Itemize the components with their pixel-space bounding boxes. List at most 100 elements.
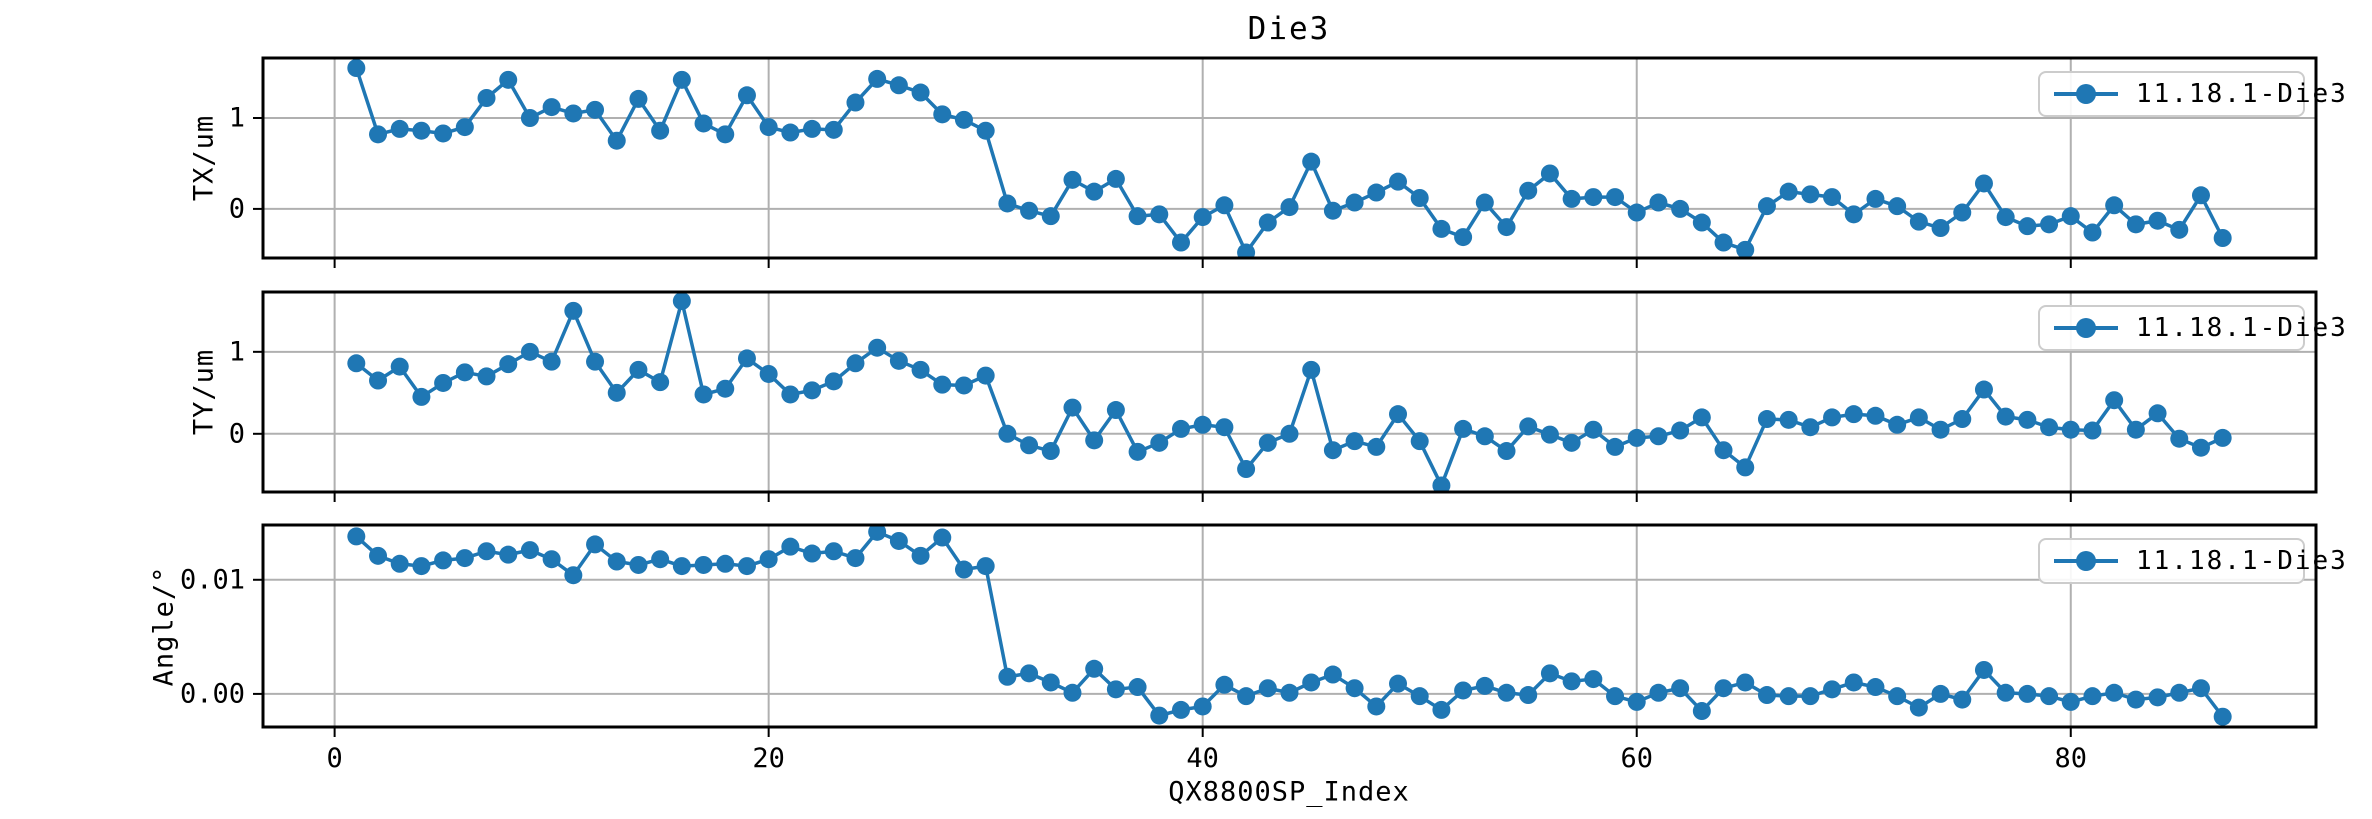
data-point — [2061, 207, 2080, 226]
data-point — [998, 667, 1017, 686]
data-point — [1627, 692, 1646, 711]
data-point — [1736, 673, 1755, 692]
data-point — [1844, 405, 1863, 424]
data-point — [1801, 687, 1820, 706]
data-point — [759, 118, 778, 137]
data-point — [1475, 193, 1494, 212]
data-point — [672, 557, 691, 576]
data-point — [369, 371, 388, 390]
data-point — [1063, 683, 1082, 702]
data-point — [1714, 441, 1733, 460]
data-point — [1866, 406, 1885, 425]
data-point — [1584, 420, 1603, 439]
data-point — [390, 119, 409, 138]
data-point — [2148, 404, 2167, 423]
data-point — [1540, 664, 1559, 683]
data-point — [1779, 182, 1798, 201]
data-point — [607, 552, 626, 571]
data-point — [1497, 442, 1516, 461]
data-point — [1410, 189, 1429, 207]
data-point — [1150, 205, 1169, 224]
legend-tx: 11.18.1-Die3 — [2038, 71, 2346, 117]
grid-ty — [263, 292, 2316, 492]
subplot-angle: 0.00 0.01 0 20 40 60 80 — [180, 523, 2318, 774]
axes-spines — [261, 523, 2318, 729]
data-point — [2061, 692, 2080, 711]
data-point — [607, 383, 626, 402]
data-point — [2126, 690, 2145, 709]
data-point — [1801, 185, 1820, 204]
data-point — [1302, 152, 1321, 171]
data-point — [1519, 181, 1538, 200]
data-point — [1627, 203, 1646, 222]
data-point — [911, 546, 930, 565]
data-point — [1692, 702, 1711, 721]
data-point — [1367, 697, 1386, 716]
legend-label: 11.18.1-Die3 — [2136, 313, 2348, 343]
data-point — [694, 555, 713, 574]
axes-spines — [261, 290, 2318, 494]
data-point — [846, 93, 865, 112]
data-point — [1996, 208, 2015, 227]
data-point — [564, 566, 583, 585]
data-point — [412, 387, 431, 406]
data-point — [1063, 398, 1082, 417]
data-point — [1844, 205, 1863, 224]
data-point — [1063, 170, 1082, 189]
data-point — [1367, 183, 1386, 202]
data-point — [1757, 197, 1776, 216]
data-point — [2105, 196, 2124, 215]
data-point — [1714, 233, 1733, 252]
x-tick-label: 80 — [2055, 743, 2088, 774]
data-point — [824, 120, 843, 139]
tick-marks — [253, 117, 2072, 268]
data-point — [520, 541, 539, 560]
data-point — [889, 531, 908, 550]
data-point — [2126, 215, 2145, 234]
y-tick-label: 0.00 — [180, 678, 245, 709]
data-point — [629, 89, 648, 108]
y-tick-label: 0 — [229, 418, 245, 449]
data-point — [347, 354, 366, 373]
ty-series — [347, 292, 2232, 492]
data-point — [781, 385, 800, 404]
data-point — [1823, 188, 1842, 207]
data-point — [781, 123, 800, 142]
data-point — [1779, 410, 1798, 429]
data-point — [1931, 684, 1950, 703]
data-point — [651, 121, 670, 140]
x-tick-label: 40 — [1186, 743, 1219, 774]
data-point — [1323, 441, 1342, 460]
ty-line — [355, 300, 2224, 490]
data-point — [1909, 212, 1928, 231]
subplot-ty: 01 — [229, 290, 2318, 502]
data-point — [520, 342, 539, 361]
y-axis-label-angle: Angle/° — [148, 565, 180, 687]
data-point — [1237, 460, 1256, 479]
data-point — [1171, 233, 1190, 252]
y-tick-label: 1 — [229, 336, 245, 367]
y-tick-label: 0.01 — [180, 564, 245, 595]
data-point — [954, 560, 973, 579]
data-point — [1454, 419, 1473, 438]
data-point — [347, 527, 366, 546]
data-point — [542, 352, 561, 371]
data-point — [1562, 189, 1581, 208]
data-point — [1454, 228, 1473, 247]
data-point — [2213, 229, 2232, 247]
data-point — [716, 125, 735, 144]
data-point — [542, 550, 561, 569]
data-point — [1953, 203, 1972, 222]
data-point — [737, 349, 756, 368]
data-point — [1367, 437, 1386, 456]
x-axis-label: QX8800SP_Index — [1168, 776, 1410, 808]
data-point — [1106, 680, 1125, 699]
data-point — [629, 360, 648, 379]
data-point — [824, 372, 843, 391]
y-tick-label: 0 — [229, 193, 245, 224]
data-point — [1823, 408, 1842, 427]
data-point — [390, 554, 409, 573]
data-point — [2148, 211, 2167, 230]
data-point — [1909, 408, 1928, 427]
